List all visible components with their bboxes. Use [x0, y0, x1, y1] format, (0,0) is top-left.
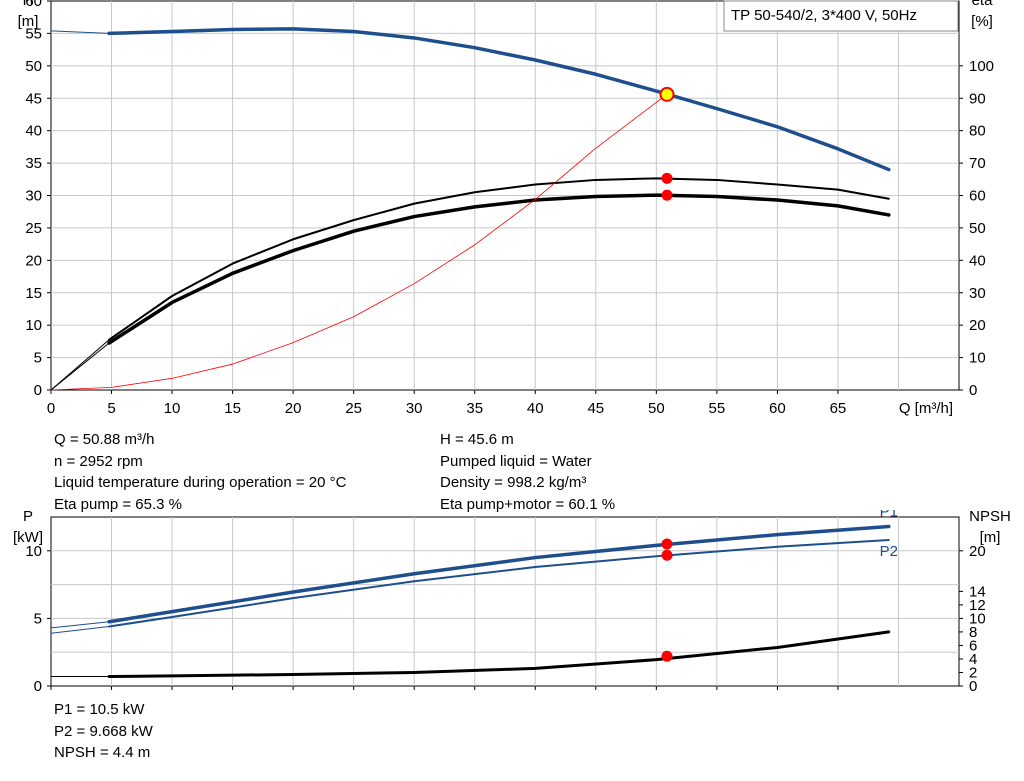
series-p2 [108, 538, 890, 628]
x-tick-label: 60 [769, 400, 786, 417]
plot-area [50, 516, 960, 687]
x-tick-label: 0 [47, 400, 55, 417]
x-tick-label: 20 [285, 400, 302, 417]
y-right-tick-label: 2 [969, 664, 977, 681]
x-tick-label: 40 [527, 400, 544, 417]
series-label-p1: P1 [880, 510, 898, 520]
series-h [107, 27, 891, 172]
y-left-tick-label: 0 [34, 678, 42, 695]
info-eta-pump-motor: Eta pump+motor = 60.1 % [440, 495, 616, 513]
info-h: H = 45.6 m [440, 431, 514, 448]
info-density: Density = 998.2 kg/m³ [440, 474, 587, 491]
y-left-axis-unit: [kW] [13, 529, 43, 546]
duty-point [661, 650, 673, 662]
x-tick-label: 30 [406, 400, 423, 417]
chart-title: TP 50-540/2, 3*400 V, 50Hz [731, 7, 917, 24]
info-n: n = 2952 rpm [54, 452, 143, 470]
y-left-tick-label: 30 [25, 188, 42, 205]
y-right-tick-label: 10 [969, 610, 986, 627]
x-tick-label: 65 [830, 400, 847, 417]
y-right-axis-label: NPSH [969, 510, 1011, 525]
x-tick-label: 15 [224, 400, 241, 417]
info-left-1: Q = 50.88 m³/h n = 2952 rpm Liquid tempe… [54, 429, 346, 515]
y-right-tick-label: 10 [969, 350, 986, 367]
info-eta-pump: Eta pump = 65.3 % [54, 495, 182, 513]
y-right-axis-unit: [%] [971, 13, 993, 30]
y-right-tick-label: 80 [969, 123, 986, 140]
duty-point [661, 538, 673, 550]
y-right-tick-label: 20 [969, 317, 986, 334]
series-lead-h [50, 30, 110, 34]
y-right-tick-label: 8 [969, 624, 977, 641]
info-liquid-temperature: Liquid temperature during operation = 20… [54, 474, 347, 491]
x-tick-label: 10 [164, 400, 181, 417]
y-right-tick-label: 0 [969, 678, 977, 695]
info-p2: P2 = 9.668 kW [54, 722, 153, 740]
x-tick-label: 50 [648, 400, 665, 417]
y-left-tick-label: 0 [34, 382, 42, 399]
y-left-tick-label: 10 [25, 317, 42, 334]
y-left-tick-label: 40 [25, 123, 42, 140]
y-left-tick-label: 15 [25, 285, 42, 302]
y-left-tick-label: 10 [25, 543, 42, 560]
y-left-tick-label: 25 [25, 220, 42, 237]
y-right-tick-label: 20 [969, 543, 986, 560]
duty-point [661, 189, 673, 201]
series-eta-pump [108, 177, 890, 341]
y-left-tick-label: 5 [34, 610, 42, 627]
y-left-tick-label: 60 [25, 0, 42, 10]
series-eta-pump-motor [107, 193, 891, 345]
y-right-tick-label: 0 [969, 382, 977, 399]
y-left-tick-label: 20 [25, 252, 42, 269]
y-left-axis-unit: [m] [18, 13, 39, 30]
y-right-tick-label: 70 [969, 155, 986, 172]
duty-point [661, 172, 673, 184]
y-right-axis-label: eta [972, 0, 994, 9]
y-left-tick-label: 55 [25, 25, 42, 42]
title-box [723, 0, 959, 32]
y-left-tick-label: 5 [34, 350, 42, 367]
series-system-curve [50, 93, 668, 391]
series-p1 [107, 524, 891, 624]
y-right-tick-label: 90 [969, 90, 986, 107]
series-lead-p2 [50, 626, 110, 634]
info-p1: P1 = 10.5 kW [54, 701, 145, 718]
duty-point [661, 549, 673, 561]
y-right-tick-label: 100 [969, 58, 994, 75]
y-left-tick-label: 35 [25, 155, 42, 172]
info-right-1: H = 45.6 m Pumped liquid = Water Density… [440, 429, 615, 515]
y-left-axis-label: P [23, 510, 33, 525]
x-tick-label: 5 [107, 400, 115, 417]
series-lead-eta-pump-motor [50, 342, 110, 391]
info-pumped-liquid: Pumped liquid = Water [440, 452, 592, 470]
x-tick-label: 45 [587, 400, 604, 417]
info-q: Q = 50.88 m³/h [54, 431, 155, 448]
y-right-tick-label: 14 [969, 583, 986, 600]
info-npsh: NPSH = 4.4 m [54, 744, 151, 761]
y-right-tick-label: 6 [969, 637, 977, 654]
info-bottom: P1 = 10.5 kW P2 = 9.668 kW NPSH = 4.4 m [54, 699, 153, 764]
series-lead-p1 [50, 621, 110, 629]
y-right-tick-label: 50 [969, 220, 986, 237]
y-right-axis-unit: [m] [980, 529, 1001, 546]
x-tick-label: 35 [466, 400, 483, 417]
series-npsh [107, 630, 891, 679]
y-right-tick-label: 40 [969, 252, 986, 269]
x-tick-label: 25 [345, 400, 362, 417]
x-axis-label: Q [m³/h] [899, 400, 953, 417]
x-tick-label: 55 [709, 400, 726, 417]
y-left-tick-label: 50 [25, 58, 42, 75]
y-left-axis-label: H [23, 0, 34, 9]
y-right-tick-label: 60 [969, 188, 986, 205]
y-left-tick-label: 45 [25, 90, 42, 107]
y-right-tick-label: 12 [969, 597, 986, 614]
y-right-tick-label: 30 [969, 285, 986, 302]
operating-point [659, 86, 675, 102]
series-label-p2: P2 [880, 543, 898, 560]
head-efficiency-chart: 0 5 10 15 20 25 30 35 40 45 50 55 60 65 Q [m³/h] 0 5 10 15… [18, 0, 994, 417]
y-right-tick-label: 4 [969, 651, 977, 668]
